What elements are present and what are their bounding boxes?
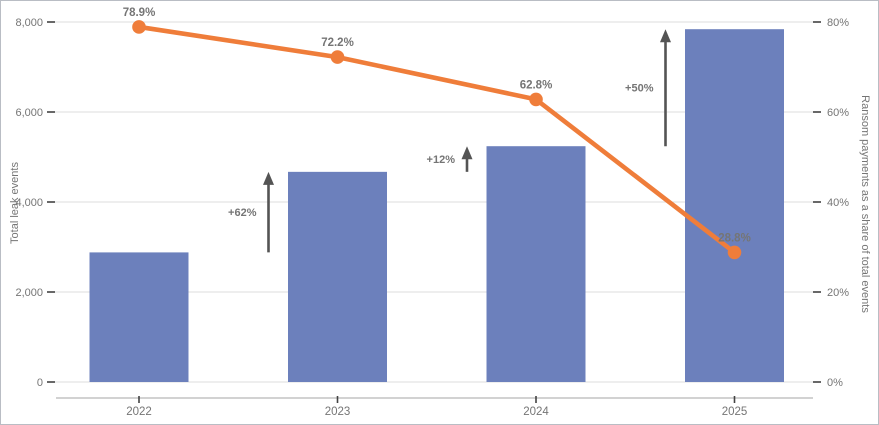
data-point-2023[interactable] — [330, 50, 345, 64]
growth-label: +62% — [228, 207, 257, 219]
right-axis-tick-label: 40% — [827, 197, 849, 209]
growth-label: +12% — [427, 154, 456, 166]
right-axis-tick-label: 80% — [827, 17, 849, 29]
growth-arrow-head-icon — [461, 146, 473, 160]
data-point-2025[interactable] — [727, 245, 742, 260]
x-axis-label-2022: 2022 — [126, 406, 152, 418]
data-label-2022: 78.9% — [123, 7, 156, 19]
left-axis-tick-label: 2,000 — [15, 287, 43, 299]
x-axis-label-2023: 2023 — [325, 406, 351, 418]
left-axis-title: Total leak events — [9, 162, 21, 244]
right-axis-tick-label: 0% — [827, 377, 843, 389]
growth-arrow-head-icon — [660, 29, 671, 43]
left-axis-tick-label: 0 — [37, 377, 43, 389]
bar-2025[interactable] — [685, 29, 784, 382]
right-axis-tick-label: 20% — [827, 287, 849, 299]
x-axis-label-2024: 2024 — [523, 406, 549, 418]
right-axis-title: Ransom payments as a share of total even… — [859, 95, 871, 313]
bar-2023[interactable] — [288, 171, 387, 382]
left-axis-tick-label: 6,000 — [15, 107, 43, 119]
data-label-2025: 28.8% — [718, 232, 751, 244]
growth-arrow-head-icon — [263, 171, 274, 185]
left-axis-tick-label: 8,000 — [15, 17, 43, 29]
data-point-2022[interactable] — [132, 20, 146, 34]
data-point-2024[interactable] — [529, 92, 543, 107]
bar-2022[interactable] — [89, 252, 189, 382]
bar-2024[interactable] — [486, 146, 586, 382]
ransom-share-line[interactable] — [136, 24, 737, 255]
left-axis-tick-label: 4,000 — [15, 197, 43, 209]
data-label-2023: 72.2% — [321, 37, 354, 49]
x-axis-label-2025: 2025 — [722, 406, 748, 418]
growth-label: +50% — [625, 83, 654, 95]
data-label-2024: 62.8% — [520, 79, 553, 91]
right-axis-tick-label: 60% — [827, 107, 849, 119]
